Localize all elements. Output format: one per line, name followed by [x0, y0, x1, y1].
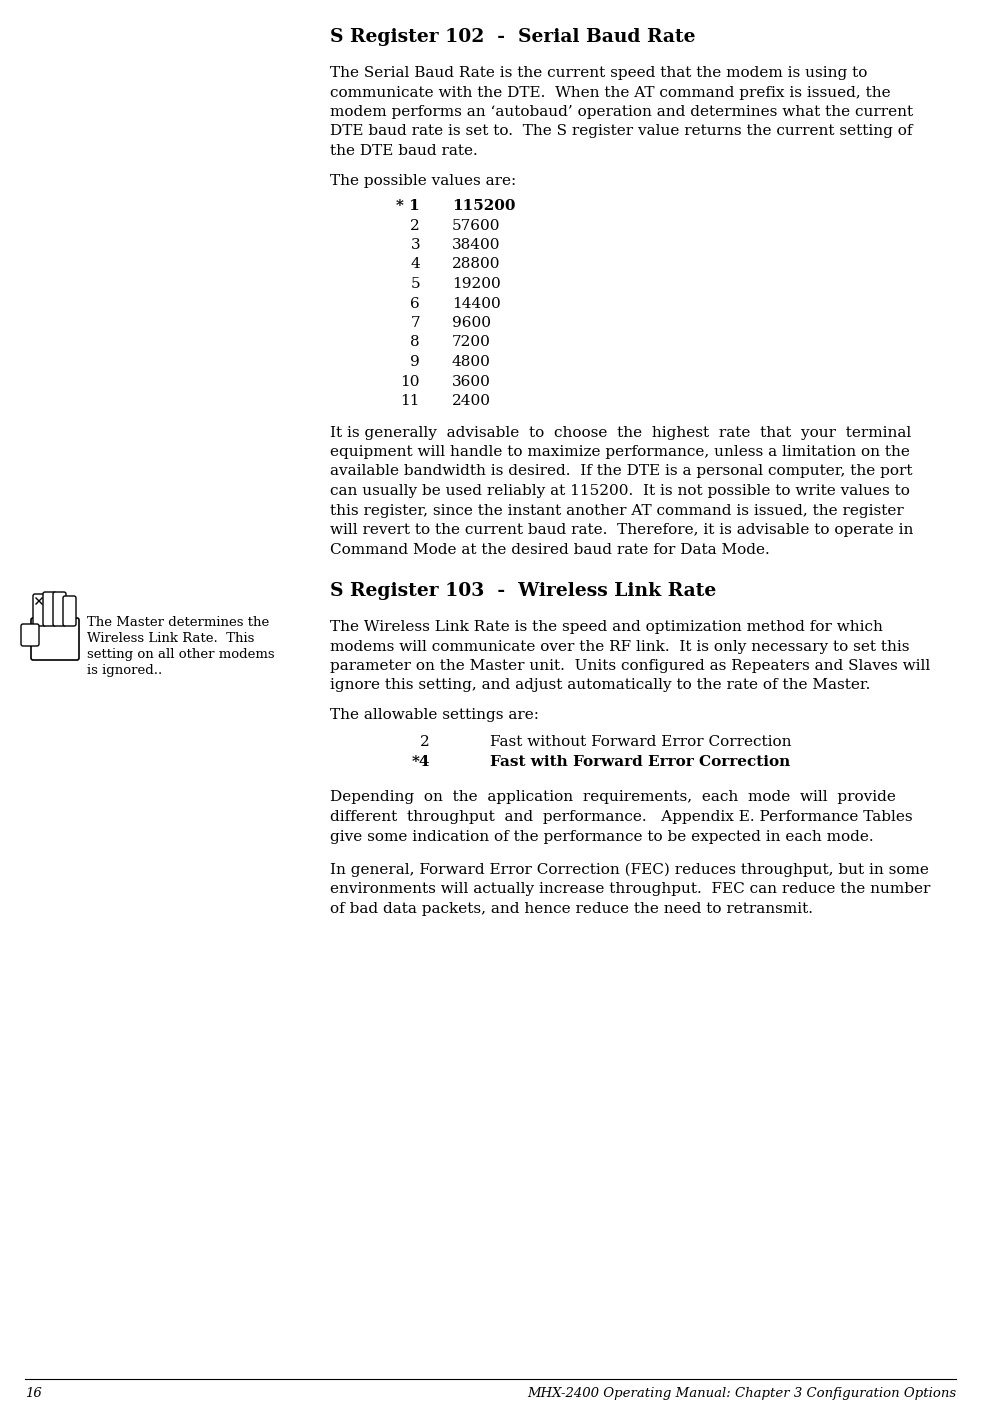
Text: S Register 102  -  Serial Baud Rate: S Register 102 - Serial Baud Rate	[330, 28, 696, 45]
Text: The Wireless Link Rate is the speed and optimization method for which: The Wireless Link Rate is the speed and …	[330, 621, 883, 633]
Text: ignore this setting, and adjust automatically to the rate of the Master.: ignore this setting, and adjust automati…	[330, 679, 870, 693]
FancyBboxPatch shape	[21, 623, 39, 646]
Text: is ignored..: is ignored..	[87, 665, 162, 677]
Text: The Serial Baud Rate is the current speed that the modem is using to: The Serial Baud Rate is the current spee…	[330, 67, 867, 79]
Text: MHX-2400 Operating Manual: Chapter 3 Configuration Options: MHX-2400 Operating Manual: Chapter 3 Con…	[527, 1387, 956, 1400]
Text: modem performs an ‘autobaud’ operation and determines what the current: modem performs an ‘autobaud’ operation a…	[330, 105, 913, 119]
FancyBboxPatch shape	[43, 592, 56, 626]
Text: can usually be used reliably at 115200.  It is not possible to write values to: can usually be used reliably at 115200. …	[330, 485, 909, 497]
Text: S Register 103  -  Wireless Link Rate: S Register 103 - Wireless Link Rate	[330, 582, 716, 599]
Text: 115200: 115200	[452, 198, 515, 213]
Text: will revert to the current baud rate.  Therefore, it is advisable to operate in: will revert to the current baud rate. Th…	[330, 523, 913, 537]
Text: environments will actually increase throughput.  FEC can reduce the number: environments will actually increase thro…	[330, 883, 930, 897]
Text: The possible values are:: The possible values are:	[330, 173, 516, 187]
Text: modems will communicate over the RF link.  It is only necessary to set this: modems will communicate over the RF link…	[330, 639, 909, 653]
FancyBboxPatch shape	[31, 618, 79, 660]
Text: 3: 3	[410, 238, 420, 252]
Text: 5: 5	[410, 276, 420, 290]
Text: Wireless Link Rate.  This: Wireless Link Rate. This	[87, 632, 254, 645]
Text: 19200: 19200	[452, 276, 500, 290]
Text: 16: 16	[25, 1387, 42, 1400]
Text: setting on all other modems: setting on all other modems	[87, 648, 275, 660]
Text: 7200: 7200	[452, 336, 490, 350]
Text: The Master determines the: The Master determines the	[87, 616, 269, 629]
Text: 6: 6	[410, 296, 420, 310]
Text: 9: 9	[410, 356, 420, 368]
Text: 2400: 2400	[452, 394, 491, 408]
Text: DTE baud rate is set to.  The S register value returns the current setting of: DTE baud rate is set to. The S register …	[330, 125, 912, 139]
Text: Command Mode at the desired baud rate for Data Mode.: Command Mode at the desired baud rate fo…	[330, 543, 770, 557]
Text: 38400: 38400	[452, 238, 500, 252]
Text: 57600: 57600	[452, 218, 500, 232]
Text: Fast without Forward Error Correction: Fast without Forward Error Correction	[490, 735, 792, 750]
Text: In general, Forward Error Correction (FEC) reduces throughput, but in some: In general, Forward Error Correction (FE…	[330, 863, 929, 877]
Text: the DTE baud rate.: the DTE baud rate.	[330, 145, 478, 159]
Text: It is generally  advisable  to  choose  the  highest  rate  that  your  terminal: It is generally advisable to choose the …	[330, 425, 911, 439]
Text: 14400: 14400	[452, 296, 500, 310]
Text: 9600: 9600	[452, 316, 491, 330]
Text: 2: 2	[410, 218, 420, 232]
Text: 11: 11	[400, 394, 420, 408]
Text: different  throughput  and  performance.   Appendix E. Performance Tables: different throughput and performance. Ap…	[330, 811, 912, 825]
Text: 4: 4	[410, 258, 420, 272]
FancyBboxPatch shape	[53, 592, 66, 626]
Text: Depending  on  the  application  requirements,  each  mode  will  provide: Depending on the application requirement…	[330, 791, 896, 805]
Text: 28800: 28800	[452, 258, 500, 272]
Text: available bandwidth is desired.  If the DTE is a personal computer, the port: available bandwidth is desired. If the D…	[330, 465, 912, 479]
Text: of bad data packets, and hence reduce the need to retransmit.: of bad data packets, and hence reduce th…	[330, 903, 813, 915]
Text: 10: 10	[400, 374, 420, 388]
Text: equipment will handle to maximize performance, unless a limitation on the: equipment will handle to maximize perfor…	[330, 445, 909, 459]
Text: communicate with the DTE.  When the AT command prefix is issued, the: communicate with the DTE. When the AT co…	[330, 85, 891, 99]
Text: Fast with Forward Error Correction: Fast with Forward Error Correction	[490, 755, 791, 769]
Text: 3600: 3600	[452, 374, 490, 388]
Text: * 1: * 1	[396, 198, 420, 213]
Text: 8: 8	[410, 336, 420, 350]
Text: 4800: 4800	[452, 356, 490, 368]
Text: 7: 7	[410, 316, 420, 330]
Text: give some indication of the performance to be expected in each mode.: give some indication of the performance …	[330, 829, 874, 843]
Text: *4: *4	[411, 755, 430, 769]
FancyBboxPatch shape	[63, 597, 76, 626]
Text: parameter on the Master unit.  Units configured as Repeaters and Slaves will: parameter on the Master unit. Units conf…	[330, 659, 930, 673]
Text: this register, since the instant another AT command is issued, the register: this register, since the instant another…	[330, 503, 904, 517]
FancyBboxPatch shape	[33, 594, 46, 626]
Text: 2: 2	[420, 735, 430, 750]
Text: The allowable settings are:: The allowable settings are:	[330, 708, 539, 723]
